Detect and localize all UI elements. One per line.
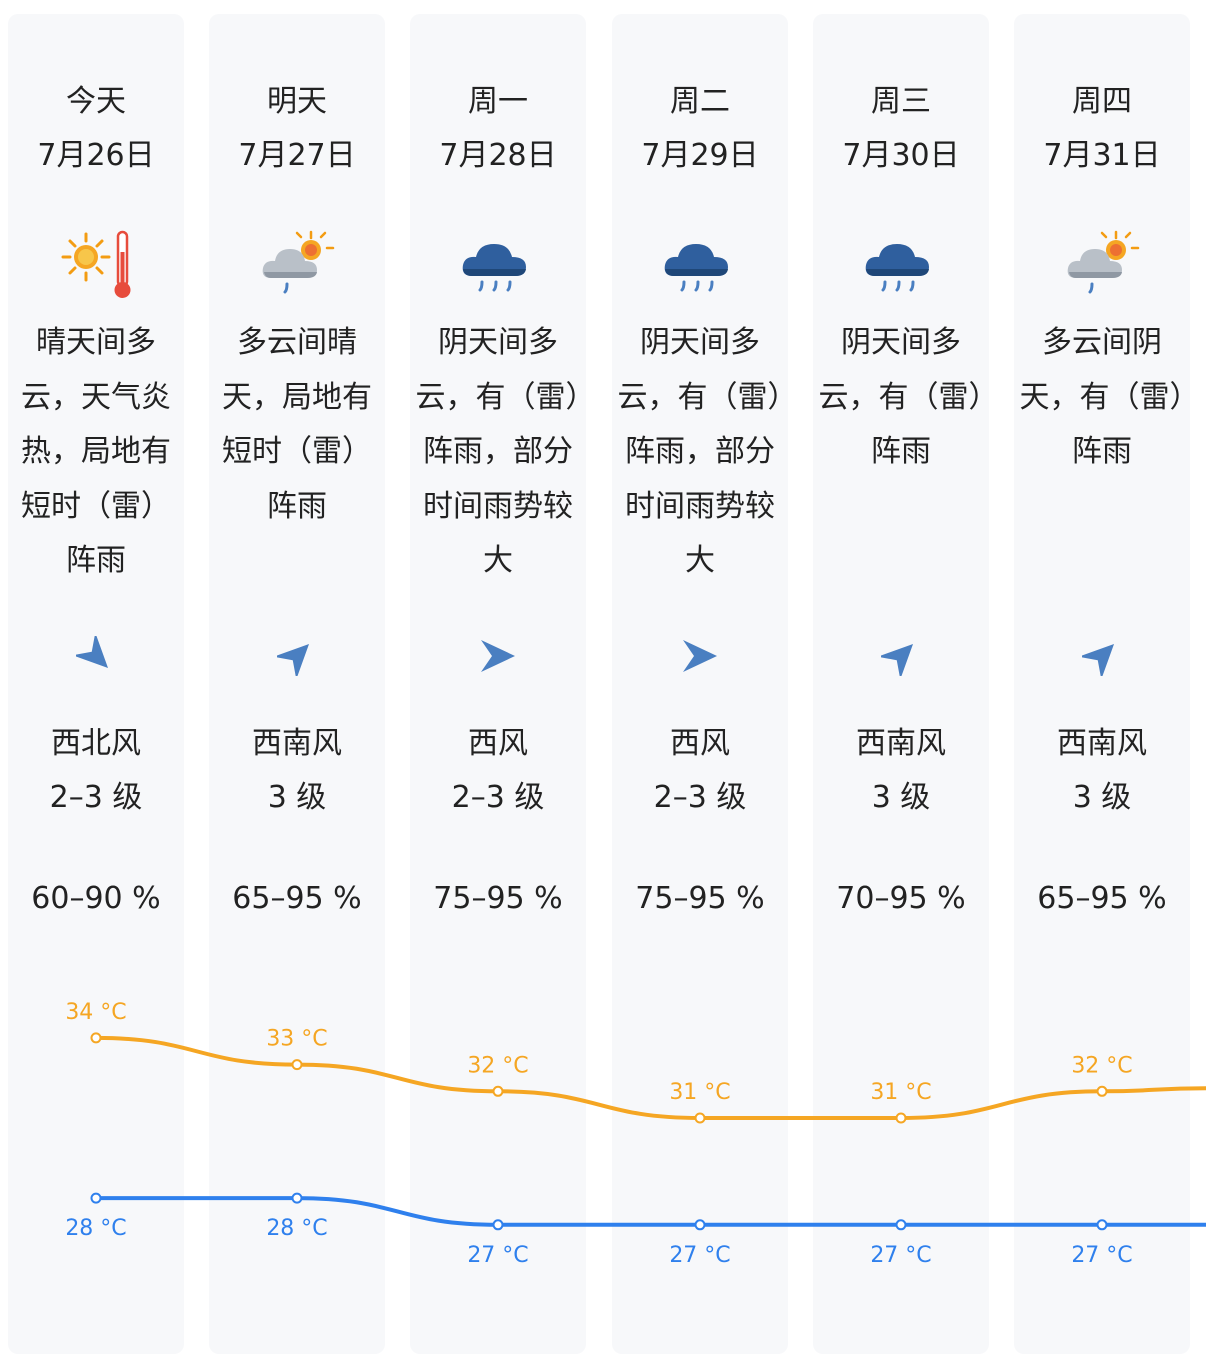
wind-level: 2–3 级: [653, 780, 747, 815]
day-label: 周一: [468, 84, 528, 119]
wind-direction: 西南风: [252, 726, 342, 761]
weather-description: 晴天间多云，天气炎热，局地有短时（雷）阵雨: [21, 325, 171, 578]
wind-arrow-icon: [680, 636, 720, 676]
date-label: 7月31日: [1043, 138, 1161, 173]
wind-level: 2–3 级: [49, 780, 143, 815]
wind-direction: 西北风: [51, 726, 141, 761]
day-label: 周四: [1072, 84, 1132, 119]
humidity: 65–95 %: [232, 881, 362, 916]
cloud-rain-icon: [458, 224, 538, 304]
cloud-rain-icon: [660, 224, 740, 304]
date-label: 7月28日: [439, 138, 557, 173]
day-label: 周三: [871, 84, 931, 119]
wind-arrow-icon: [72, 632, 116, 676]
weather-description: 阴天间多云，有（雷）阵雨: [818, 325, 984, 469]
weather-description: 阴天间多云，有（雷）阵雨，部分时间雨势较大: [617, 325, 783, 578]
date-label: 7月26日: [37, 138, 155, 173]
sun-thermometer-icon: [56, 224, 136, 304]
weather-description: 阴天间多云，有（雷）阵雨，部分时间雨势较大: [415, 325, 581, 578]
wind-level: 3 级: [1072, 780, 1132, 815]
day-label: 明天: [267, 84, 327, 119]
forecast-day-card: 周三 7月30日 阴天间多云，有（雷）阵雨 西南风 3 级 70–95 %: [813, 14, 989, 1354]
forecast-day-card: 周四 7月31日 多云间阴天，有（雷）阵雨 西南风 3 级 65–95 %: [1014, 14, 1190, 1354]
forecast-day-card: 周一 7月28日 阴天间多云，有（雷）阵雨，部分时间雨势较大 西风 2–3 级 …: [410, 14, 586, 1354]
forecast-day-card: 明天 7月27日 多云间晴天，局地有短时（雷）阵雨 西南风 3 级 65–95 …: [209, 14, 385, 1354]
weather-description: 多云间晴天，局地有短时（雷）阵雨: [222, 325, 372, 524]
date-label: 7月27日: [238, 138, 356, 173]
humidity: 75–95 %: [635, 881, 765, 916]
partly-cloudy-rain-icon: [257, 224, 337, 304]
partly-cloudy-rain-icon: [1062, 224, 1142, 304]
wind-arrow-icon: [877, 636, 921, 680]
wind-arrow-icon: [478, 636, 518, 676]
wind-direction: 西风: [468, 726, 528, 761]
forecast-day-card: 周二 7月29日 阴天间多云，有（雷）阵雨，部分时间雨势较大 西风 2–3 级 …: [612, 14, 788, 1354]
humidity: 65–95 %: [1037, 881, 1167, 916]
humidity: 60–90 %: [31, 881, 161, 916]
wind-level: 3 级: [871, 780, 931, 815]
forecast-day-card: 今天 7月26日 晴天间多云，天气炎热，局地有短时（雷）阵雨 西北风 2–3 级…: [8, 14, 184, 1354]
date-label: 7月30日: [842, 138, 960, 173]
date-label: 7月29日: [641, 138, 759, 173]
day-label: 今天: [66, 84, 126, 119]
wind-direction: 西南风: [856, 726, 946, 761]
weather-description: 多云间阴天，有（雷）阵雨: [1019, 325, 1185, 469]
humidity: 75–95 %: [433, 881, 563, 916]
wind-direction: 西风: [670, 726, 730, 761]
wind-arrow-icon: [273, 636, 317, 680]
humidity: 70–95 %: [836, 881, 966, 916]
cloud-rain-icon: [861, 224, 941, 304]
wind-level: 3 级: [267, 780, 327, 815]
wind-arrow-icon: [1078, 636, 1122, 680]
day-label: 周二: [670, 84, 730, 119]
wind-direction: 西南风: [1057, 726, 1147, 761]
wind-level: 2–3 级: [451, 780, 545, 815]
